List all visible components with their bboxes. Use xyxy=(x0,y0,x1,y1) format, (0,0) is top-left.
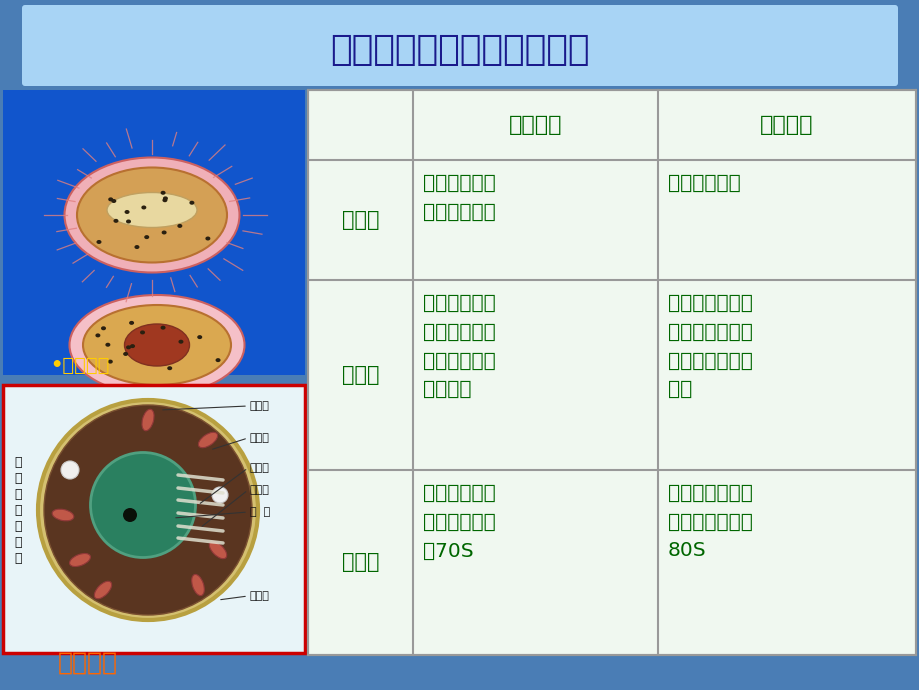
Ellipse shape xyxy=(215,358,221,362)
Ellipse shape xyxy=(108,197,113,201)
Text: 线粒体: 线粒体 xyxy=(250,433,269,443)
Ellipse shape xyxy=(163,198,167,202)
Ellipse shape xyxy=(144,235,149,239)
Ellipse shape xyxy=(61,461,79,479)
Ellipse shape xyxy=(96,240,101,244)
Ellipse shape xyxy=(161,191,165,195)
FancyBboxPatch shape xyxy=(22,5,897,86)
Ellipse shape xyxy=(178,339,183,344)
Text: 内质网: 内质网 xyxy=(250,485,269,495)
Ellipse shape xyxy=(199,433,218,448)
Text: 有明显核区，
无核膜、核仁: 有明显核区， 无核膜、核仁 xyxy=(423,174,495,221)
Text: 分布在细胞质
中，沉降系数
为70S: 分布在细胞质 中，沉降系数 为70S xyxy=(423,484,495,560)
Text: 核  仁: 核 仁 xyxy=(250,507,270,517)
Ellipse shape xyxy=(205,237,210,241)
Ellipse shape xyxy=(189,201,194,205)
Text: 真核细胞: 真核细胞 xyxy=(759,115,813,135)
Ellipse shape xyxy=(77,168,227,262)
Ellipse shape xyxy=(83,305,231,385)
Ellipse shape xyxy=(108,359,113,364)
Text: 有核膜，核仁: 有核膜，核仁 xyxy=(667,174,740,193)
Ellipse shape xyxy=(70,295,244,395)
Ellipse shape xyxy=(123,508,137,522)
Ellipse shape xyxy=(106,343,110,347)
Ellipse shape xyxy=(177,224,182,228)
Ellipse shape xyxy=(126,346,130,349)
Text: 细胞核: 细胞核 xyxy=(250,463,269,473)
Ellipse shape xyxy=(95,581,111,599)
Text: 原核细胞: 原核细胞 xyxy=(508,115,562,135)
Ellipse shape xyxy=(162,230,166,235)
Ellipse shape xyxy=(197,335,202,339)
Ellipse shape xyxy=(163,197,168,200)
Ellipse shape xyxy=(161,326,165,330)
Text: 细胞膜: 细胞膜 xyxy=(250,591,269,601)
Ellipse shape xyxy=(90,453,196,558)
Ellipse shape xyxy=(107,193,197,228)
Ellipse shape xyxy=(140,331,145,335)
Ellipse shape xyxy=(142,409,153,431)
Ellipse shape xyxy=(191,575,204,595)
Text: 细胞器: 细胞器 xyxy=(341,365,379,385)
Bar xyxy=(3,90,305,375)
Ellipse shape xyxy=(211,487,228,503)
Ellipse shape xyxy=(101,326,106,331)
Bar xyxy=(3,385,305,653)
Bar xyxy=(308,90,915,655)
Ellipse shape xyxy=(209,542,226,559)
Ellipse shape xyxy=(44,405,252,615)
Text: 细胞核: 细胞核 xyxy=(341,210,379,230)
Ellipse shape xyxy=(142,206,146,210)
Text: 有线粒体，能量
代谢和许多合成
代谢在线粒体中
进行: 有线粒体，能量 代谢和许多合成 代谢在线粒体中 进行 xyxy=(667,294,752,400)
Text: 真核细胞: 真核细胞 xyxy=(58,651,118,675)
Ellipse shape xyxy=(134,245,140,249)
Ellipse shape xyxy=(124,324,189,366)
Ellipse shape xyxy=(111,199,116,203)
Ellipse shape xyxy=(126,219,130,224)
Text: •原核细胞: •原核细胞 xyxy=(50,355,109,375)
Ellipse shape xyxy=(52,509,74,521)
Ellipse shape xyxy=(129,321,134,325)
Ellipse shape xyxy=(38,400,257,620)
Text: 原核细胞和真核细胞的区别: 原核细胞和真核细胞的区别 xyxy=(330,33,589,67)
Ellipse shape xyxy=(96,333,100,337)
Ellipse shape xyxy=(123,352,128,356)
Text: 核糖体: 核糖体 xyxy=(341,553,379,573)
Text: 细胞壁: 细胞壁 xyxy=(250,401,269,411)
Ellipse shape xyxy=(70,553,90,566)
Text: 真
核
细
胞
模
式
图: 真 核 细 胞 模 式 图 xyxy=(14,455,22,564)
Ellipse shape xyxy=(124,210,130,214)
Ellipse shape xyxy=(113,219,119,223)
Ellipse shape xyxy=(64,157,239,273)
Ellipse shape xyxy=(167,366,172,371)
Text: 分布在内质网膜
上，沉降系数为
80S: 分布在内质网膜 上，沉降系数为 80S xyxy=(667,484,752,560)
Text: 无线粒体，能
量代谢和许多
物质代谢在质
膜上进行: 无线粒体，能 量代谢和许多 物质代谢在质 膜上进行 xyxy=(423,294,495,400)
Ellipse shape xyxy=(130,344,135,348)
